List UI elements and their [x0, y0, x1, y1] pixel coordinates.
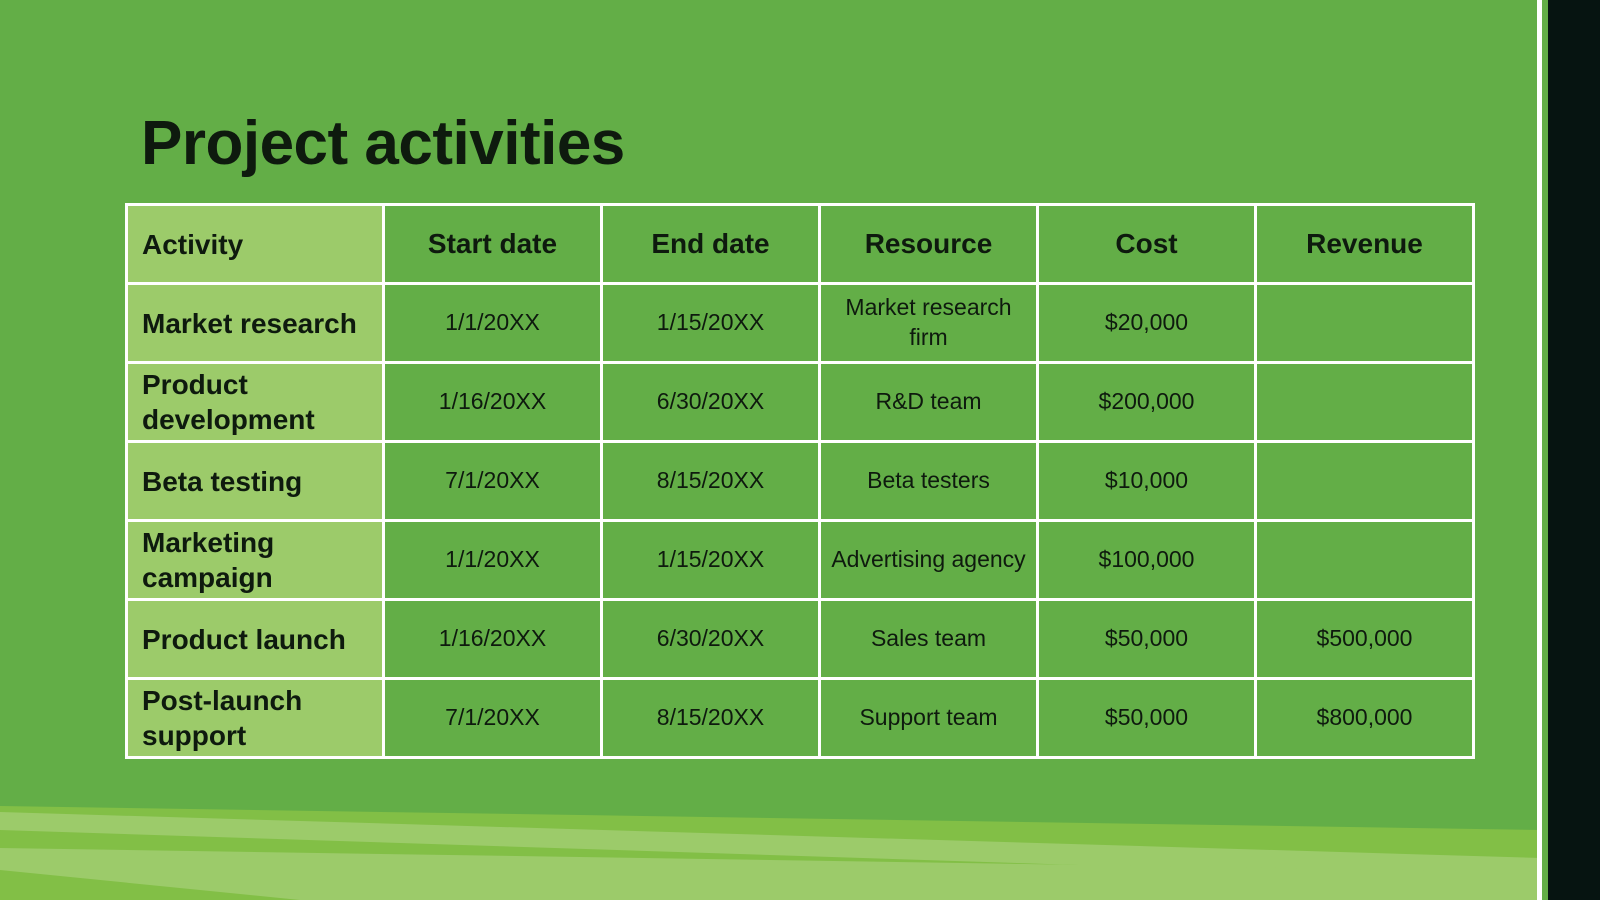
- header-cell: Revenue: [1254, 203, 1475, 285]
- table-cell: Beta testers: [818, 440, 1039, 522]
- table-cell: 1/16/20XX: [382, 598, 603, 680]
- table-cell: [1254, 519, 1475, 601]
- table-cell: 1/1/20XX: [382, 519, 603, 601]
- table-cell: $10,000: [1036, 440, 1257, 522]
- table-cell: 7/1/20XX: [382, 440, 603, 522]
- table-cell: $50,000: [1036, 677, 1257, 759]
- table-cell: Sales team: [818, 598, 1039, 680]
- table-cell: $50,000: [1036, 598, 1257, 680]
- title: Project activities: [141, 109, 625, 178]
- side-band: [1548, 0, 1600, 900]
- table-row: Market research 1/1/20XX 1/15/20XX Market r…: [125, 282, 1475, 364]
- table-cell: 1/15/20XX: [600, 519, 821, 601]
- table-cell: $100,000: [1036, 519, 1257, 601]
- stripe: [0, 812, 1540, 880]
- table-cell: Product development: [125, 361, 385, 443]
- table-cell: $800,000: [1254, 677, 1475, 759]
- table-cell: Advertising agency: [818, 519, 1039, 601]
- table-cell: Support team: [818, 677, 1039, 759]
- table-cell: 7/1/20XX: [382, 677, 603, 759]
- header-cell: Cost: [1036, 203, 1257, 285]
- table-cell: 8/15/20XX: [600, 440, 821, 522]
- table-cell: [1254, 440, 1475, 522]
- table-cell: Market research firm: [818, 282, 1039, 364]
- table-row: Product development 1/16/20XX 6/30/20XX R&D…: [125, 361, 1475, 443]
- table-cell: Market research: [125, 282, 385, 364]
- table-cell: Beta testing: [125, 440, 385, 522]
- stripe: [0, 870, 300, 900]
- table-cell: [1254, 282, 1475, 364]
- header-row: Activity Start date End date Resource Cost Re…: [125, 203, 1475, 285]
- table-row: Post-launch support 7/1/20XX 8/15/20XX Supp…: [125, 677, 1475, 759]
- divider: [1537, 0, 1542, 900]
- table-row: Marketing campaign 1/1/20XX 1/15/20XX Adver…: [125, 519, 1475, 601]
- table-row: Beta testing 7/1/20XX 8/15/20XX Beta tester…: [125, 440, 1475, 522]
- table-cell: 1/1/20XX: [382, 282, 603, 364]
- table-cell: [1254, 361, 1475, 443]
- table-cell: $20,000: [1036, 282, 1257, 364]
- table-cell: 1/16/20XX: [382, 361, 603, 443]
- table-cell: Marketing campaign: [125, 519, 385, 601]
- header-cell: Resource: [818, 203, 1039, 285]
- table-cell: Product launch: [125, 598, 385, 680]
- table-cell: R&D team: [818, 361, 1039, 443]
- table-cell: Post-launch support: [125, 677, 385, 759]
- header-cell: End date: [600, 203, 821, 285]
- header-cell: Start date: [382, 203, 603, 285]
- table-cell: 8/15/20XX: [600, 677, 821, 759]
- table-cell: $500,000: [1254, 598, 1475, 680]
- table-cell: 6/30/20XX: [600, 598, 821, 680]
- header-cell: Activity: [125, 203, 385, 285]
- activities-table: Activity Start date End date Resource Cost Re…: [125, 203, 1475, 759]
- table-row: Product launch 1/16/20XX 6/30/20XX Sales te…: [125, 598, 1475, 680]
- table-cell: 1/15/20XX: [600, 282, 821, 364]
- table-cell: $200,000: [1036, 361, 1257, 443]
- stripe: [0, 848, 1540, 900]
- table-cell: 6/30/20XX: [600, 361, 821, 443]
